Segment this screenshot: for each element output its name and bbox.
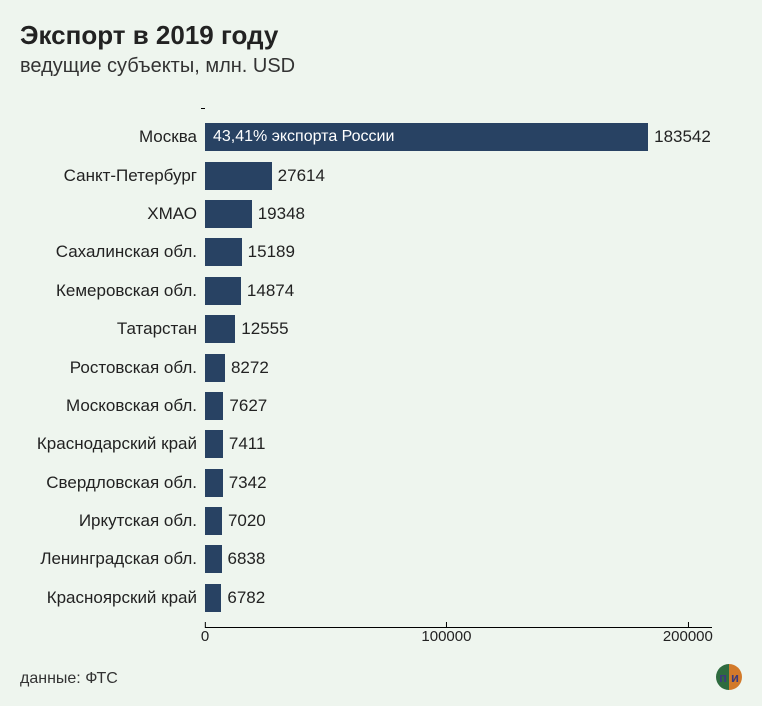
bar: 27614: [205, 162, 272, 190]
bar: 7411: [205, 430, 223, 458]
x-tick: 200000: [663, 628, 713, 645]
category-label: Свердловская обл.: [25, 473, 205, 493]
bar-row: Краснодарский край7411: [205, 425, 712, 463]
bar: 6782: [205, 584, 221, 612]
bar: 6838: [205, 545, 222, 573]
value-label: 6782: [221, 588, 265, 608]
category-label: Сахалинская обл.: [25, 242, 205, 262]
category-label: Ленинградская обл.: [25, 549, 205, 569]
bar-row: Ленинградская обл.6838: [205, 540, 712, 578]
value-label: 7411: [223, 434, 266, 454]
x-tick: 0: [201, 628, 209, 645]
data-source: данные: ФТС: [20, 670, 118, 688]
bar-row: Санкт-Петербург27614: [205, 156, 712, 194]
bar-row: Ростовская обл.8272: [205, 348, 712, 386]
svg-text:и: и: [731, 670, 739, 685]
value-label: 12555: [235, 319, 288, 339]
category-label: Санкт-Петербург: [25, 166, 205, 186]
value-label: 19348: [252, 204, 305, 224]
x-axis: 0100000200000: [205, 628, 712, 658]
category-label: Московская обл.: [25, 396, 205, 416]
chart-title: Экспорт в 2019 году: [20, 20, 742, 51]
bar-inner-label: 43,41% экспорта России: [205, 128, 394, 146]
value-label: 6838: [222, 549, 266, 569]
bar-row: Свердловская обл.7342: [205, 464, 712, 502]
bar-row: ХМАО19348: [205, 195, 712, 233]
bar-row: Москва43,41% экспорта России183542: [205, 118, 712, 156]
category-label: Ростовская обл.: [25, 358, 205, 378]
category-label: Москва: [25, 127, 205, 147]
bar: 43,41% экспорта России183542: [205, 123, 648, 151]
value-label: 183542: [648, 127, 711, 147]
bar: 8272: [205, 354, 225, 382]
publisher-logo-icon: п и: [714, 662, 744, 692]
value-label: 14874: [241, 281, 294, 301]
category-label: Красноярский край: [25, 588, 205, 608]
bar-row: Красноярский край6782: [205, 579, 712, 617]
x-tick: 100000: [421, 628, 471, 645]
bar-row: Сахалинская обл.15189: [205, 233, 712, 271]
category-label: ХМАО: [25, 204, 205, 224]
value-label: 7342: [223, 473, 267, 493]
category-label: Татарстан: [25, 319, 205, 339]
category-label: Краснодарский край: [25, 434, 205, 454]
bar: 14874: [205, 277, 241, 305]
value-label: 8272: [225, 358, 269, 378]
category-label: Кемеровская обл.: [25, 281, 205, 301]
value-label: 7627: [223, 396, 267, 416]
bar: 12555: [205, 315, 235, 343]
bar-row: Кемеровская обл.14874: [205, 272, 712, 310]
value-label: 15189: [242, 242, 295, 262]
chart-plot-area: Москва43,41% экспорта России183542Санкт-…: [205, 108, 712, 628]
chart-subtitle: ведущие субъекты, млн. USD: [20, 55, 742, 78]
category-label: Иркутская обл.: [25, 511, 205, 531]
bar-row: Московская обл.7627: [205, 387, 712, 425]
bar: 7627: [205, 392, 223, 420]
bar: 7342: [205, 469, 223, 497]
svg-text:п: п: [719, 670, 727, 685]
bar: 19348: [205, 200, 252, 228]
bar: 7020: [205, 507, 222, 535]
value-label: 7020: [222, 511, 266, 531]
bar: 15189: [205, 238, 242, 266]
bar-row: Татарстан12555: [205, 310, 712, 348]
value-label: 27614: [272, 166, 325, 186]
bar-row: Иркутская обл.7020: [205, 502, 712, 540]
